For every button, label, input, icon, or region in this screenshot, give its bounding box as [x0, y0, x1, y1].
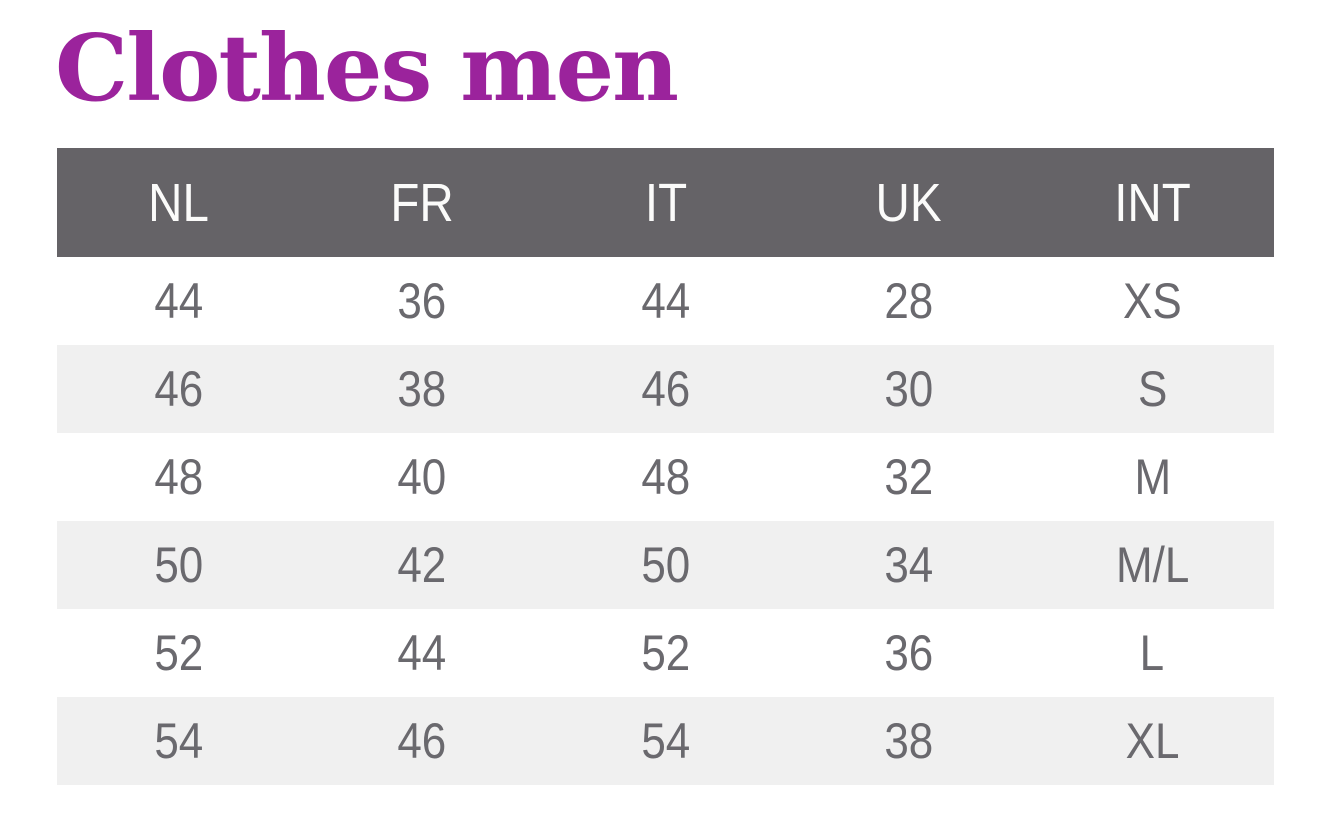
table-cell: 46 — [544, 345, 787, 433]
cell-value: M — [1133, 449, 1171, 505]
cell-value: S — [1137, 361, 1167, 417]
table-cell: S — [1031, 345, 1274, 433]
table-cell: 48 — [57, 433, 300, 521]
cell-value: 50 — [154, 537, 204, 593]
cell-value: 42 — [397, 537, 447, 593]
cell-value: 50 — [641, 537, 690, 593]
table-cell: 52 — [544, 609, 787, 697]
cell-value: 38 — [397, 361, 447, 417]
cell-value: 54 — [641, 713, 690, 769]
table-header-row: NL FR IT UK INT — [57, 148, 1274, 257]
cell-value: 36 — [397, 273, 447, 329]
cell-value: 46 — [397, 713, 447, 769]
table-cell: 44 — [57, 257, 300, 345]
table-row: 46 38 46 30 S — [57, 345, 1274, 433]
column-header-label: IT — [644, 172, 687, 233]
table-cell: 30 — [787, 345, 1030, 433]
table-cell: 44 — [300, 609, 543, 697]
table-cell: 42 — [300, 521, 543, 609]
cell-value: 44 — [397, 625, 447, 681]
cell-value: XL — [1125, 713, 1180, 769]
table-cell: XL — [1031, 697, 1274, 785]
table-cell: M/L — [1031, 521, 1274, 609]
cell-value: 48 — [154, 449, 204, 505]
table-body: 44 36 44 28 XS 46 38 46 30 S 48 40 48 32… — [57, 257, 1274, 785]
table-cell: 44 — [544, 257, 787, 345]
table-cell: 38 — [787, 697, 1030, 785]
table-row: 52 44 52 36 L — [57, 609, 1274, 697]
table-cell: 36 — [787, 609, 1030, 697]
cell-value: L — [1140, 625, 1165, 681]
table-row: 48 40 48 32 M — [57, 433, 1274, 521]
cell-value: 40 — [397, 449, 447, 505]
cell-value: 34 — [884, 537, 934, 593]
column-header-label: INT — [1114, 172, 1191, 233]
table-cell: XS — [1031, 257, 1274, 345]
cell-value: 44 — [641, 273, 690, 329]
cell-value: 46 — [641, 361, 690, 417]
table-cell: 32 — [787, 433, 1030, 521]
cell-value: 44 — [154, 273, 204, 329]
table-row: 44 36 44 28 XS — [57, 257, 1274, 345]
table-cell: 36 — [300, 257, 543, 345]
column-header-int: INT — [1031, 148, 1274, 257]
page-title: Clothes men — [55, 14, 679, 122]
column-header-label: UK — [875, 172, 942, 233]
table-cell: 46 — [300, 697, 543, 785]
table-cell: 54 — [57, 697, 300, 785]
cell-value: 38 — [884, 713, 934, 769]
cell-value: 54 — [154, 713, 204, 769]
table-cell: 50 — [57, 521, 300, 609]
column-header-fr: FR — [300, 148, 543, 257]
cell-value: 32 — [884, 449, 934, 505]
table-cell: 38 — [300, 345, 543, 433]
table-cell: 52 — [57, 609, 300, 697]
column-header-nl: NL — [57, 148, 300, 257]
cell-value: 46 — [154, 361, 204, 417]
table-cell: M — [1031, 433, 1274, 521]
table-cell: 54 — [544, 697, 787, 785]
cell-value: 52 — [641, 625, 690, 681]
cell-value: M/L — [1115, 537, 1189, 593]
size-conversion-table: NL FR IT UK INT 44 36 44 28 XS — [57, 148, 1274, 785]
table-cell: L — [1031, 609, 1274, 697]
column-header-label: FR — [390, 172, 454, 233]
cell-value: 48 — [641, 449, 690, 505]
cell-value: 28 — [884, 273, 934, 329]
table-cell: 28 — [787, 257, 1030, 345]
table-cell: 46 — [57, 345, 300, 433]
table-row: 50 42 50 34 M/L — [57, 521, 1274, 609]
table-cell: 34 — [787, 521, 1030, 609]
cell-value: 30 — [884, 361, 934, 417]
column-header-label: NL — [148, 172, 210, 233]
cell-value: 36 — [884, 625, 934, 681]
table-cell: 40 — [300, 433, 543, 521]
cell-value: 52 — [154, 625, 204, 681]
table-cell: 48 — [544, 433, 787, 521]
table-cell: 50 — [544, 521, 787, 609]
column-header-uk: UK — [787, 148, 1030, 257]
column-header-it: IT — [544, 148, 787, 257]
cell-value: XS — [1122, 273, 1182, 329]
table-row: 54 46 54 38 XL — [57, 697, 1274, 785]
